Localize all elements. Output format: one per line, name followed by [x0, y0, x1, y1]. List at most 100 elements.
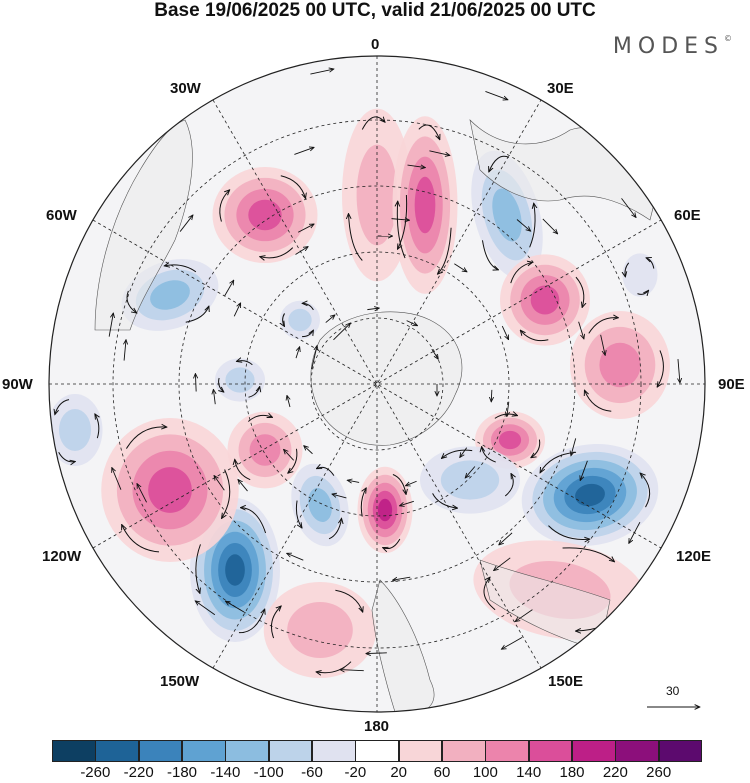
wind-arrow [236, 361, 253, 366]
wind-arrow [361, 116, 385, 130]
meridian-line [212, 99, 542, 669]
wind-arrow [340, 670, 364, 671]
colorbar-tick-label: -140 [210, 764, 241, 781]
wind-arrow [335, 589, 362, 612]
colorbar-swatch [658, 740, 703, 762]
wind-arrow [122, 524, 160, 553]
lon-label-30e: 30E [547, 80, 574, 97]
wind-arrow [625, 262, 630, 277]
anomaly-contour [575, 483, 605, 507]
wind-arrow [460, 447, 468, 458]
anomaly-contour [622, 253, 658, 297]
wind-arrow [316, 467, 335, 476]
wind-arrow [510, 262, 533, 284]
colorbar-swatch [52, 740, 96, 762]
wind-arrow [325, 315, 335, 323]
latitude-circle [244, 251, 510, 517]
wind-arrow [328, 518, 342, 540]
wind-arrow [501, 325, 508, 340]
colorbar-swatch [182, 740, 226, 762]
meridian-line [92, 219, 662, 549]
wind-arrow [294, 147, 314, 155]
wind-arrow [465, 466, 476, 477]
wind-arrow [542, 218, 558, 234]
wind-arrow [124, 340, 126, 361]
wind-arrow [280, 175, 306, 199]
wind-arrow [584, 390, 612, 412]
wind-arrow [431, 348, 438, 359]
wind-arrow [397, 201, 406, 259]
vector-scale-label: 30 [666, 684, 680, 698]
wind-arrow [295, 347, 300, 359]
wind-arrow [302, 303, 314, 311]
wind-arrow [548, 525, 589, 540]
lon-label-90w: 90W [2, 376, 33, 393]
wind-arrow [225, 601, 244, 613]
landmass [371, 579, 435, 712]
wind-arrow [310, 69, 333, 75]
wind-arrow [580, 460, 588, 481]
colorbar-swatch [398, 740, 443, 762]
wind-arrow [657, 350, 664, 387]
latitude-circle [310, 317, 444, 451]
colorbar-swatch [572, 740, 616, 762]
wind-arrow [637, 290, 648, 294]
colorbar-swatch [225, 740, 270, 762]
lon-label-30w: 30W [170, 80, 201, 97]
wind-arrow [233, 303, 240, 317]
wind-arrow [164, 265, 197, 273]
colorbar-tick-label: 220 [602, 764, 628, 781]
anomaly-contour [150, 280, 190, 310]
wind-arrow [562, 547, 615, 562]
wind-arrow [195, 374, 196, 392]
wind-arrow [392, 576, 411, 580]
meridian-line [212, 99, 542, 669]
wind-arrow [454, 263, 467, 272]
wind-arrow [481, 240, 498, 270]
colorbar-swatch [268, 740, 313, 762]
page-title: Base 19/06/2025 00 UTC, valid 21/06/2025… [154, 0, 596, 21]
wind-arrow [284, 449, 295, 461]
wind-arrow [260, 247, 294, 258]
colorbar-tick-label: -20 [344, 764, 367, 781]
wind-arrow [288, 448, 298, 473]
wind-arrow [137, 484, 147, 503]
lon-label-150w: 150W [160, 673, 200, 690]
wind-arrow [575, 276, 584, 307]
wind-arrow [441, 449, 473, 458]
anomaly-contour [599, 342, 641, 388]
latitude-circle [112, 119, 642, 649]
wind-arrow [366, 653, 387, 654]
graticule [49, 56, 705, 712]
wind-arrow [392, 474, 406, 494]
lon-label-150e: 150E [548, 673, 584, 690]
lon-label-180: 180 [364, 718, 390, 735]
colorbar-tick-label: -220 [123, 764, 154, 781]
anomaly-contour [225, 554, 245, 586]
wind-arrow [219, 377, 224, 392]
wind-arrow [571, 438, 577, 455]
meridian-line [92, 219, 662, 549]
wind-arrow [578, 321, 584, 339]
brand-logo: MODES© [612, 34, 732, 59]
wind-arrow [304, 446, 313, 455]
wind-arrow [302, 330, 313, 338]
colorbar-swatch [442, 740, 486, 762]
wind-arrow [629, 521, 641, 543]
anomaly-contour [414, 176, 436, 234]
wind-arrow [483, 577, 496, 611]
wind-arrow [491, 389, 492, 402]
wind-arrow [287, 395, 290, 408]
wind-arrow [55, 399, 70, 415]
wind-arrow [531, 439, 541, 458]
wind-arrow [489, 155, 510, 172]
wind-arrow [316, 661, 352, 673]
wind-arrow [222, 469, 231, 518]
wind-arrow [515, 609, 533, 622]
wind-arrow [600, 334, 606, 356]
anomaly-contour [225, 367, 255, 393]
wind-arrow [240, 508, 267, 534]
colorbar-tick-label: 60 [433, 764, 451, 781]
lon-label-60e: 60E [674, 207, 701, 224]
colorbar-swatch [615, 740, 660, 762]
